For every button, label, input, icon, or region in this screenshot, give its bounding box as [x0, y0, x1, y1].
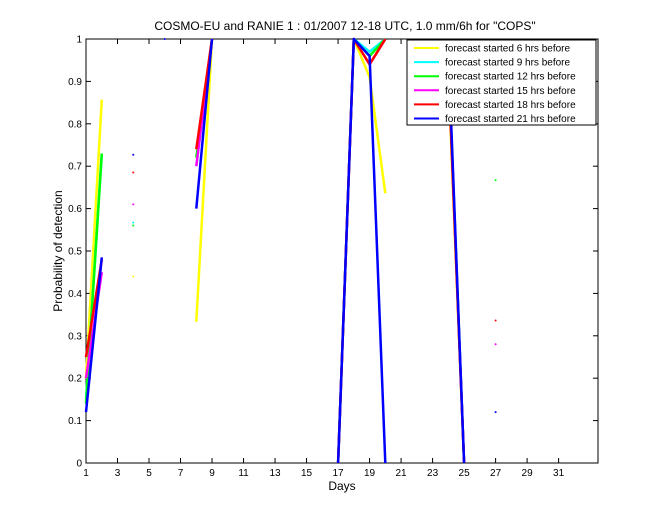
- data-point: [494, 411, 497, 414]
- legend-entry-label: forecast started 18 hrs before: [445, 100, 576, 111]
- data-point: [132, 224, 135, 227]
- y-tick-label: 0: [76, 459, 82, 470]
- data-point: [132, 203, 135, 206]
- x-tick-label: 31: [553, 468, 565, 479]
- y-axis-label: Probability of detection: [51, 190, 65, 311]
- x-tick-label: 7: [178, 468, 184, 479]
- x-tick-label: 21: [396, 468, 408, 479]
- x-tick-label: 1: [83, 468, 89, 479]
- x-tick-label: 9: [209, 468, 215, 479]
- data-point: [132, 221, 135, 224]
- y-tick-label: 0.1: [68, 416, 82, 427]
- y-tick-label: 0.3: [68, 331, 82, 342]
- legend-box: [406, 39, 597, 126]
- x-tick-label: 27: [490, 468, 502, 479]
- series-line: [84, 257, 104, 413]
- data-point: [494, 319, 497, 322]
- data-point: [163, 38, 166, 40]
- legend-entry-label: forecast started 15 hrs before: [445, 86, 576, 97]
- y-tick-label: 0.2: [68, 374, 82, 385]
- legend-entry-label: forecast started 9 hrs before: [445, 58, 571, 69]
- legend-entry-label: forecast started 21 hrs before: [445, 114, 576, 125]
- x-axis-label: Days: [328, 479, 355, 493]
- data-point: [494, 179, 497, 182]
- x-tick-label: 19: [364, 468, 376, 479]
- y-tick-label: 0.9: [68, 77, 82, 88]
- x-tick-label: 13: [269, 468, 281, 479]
- legend: forecast started 6 hrs before forecast st…: [406, 39, 597, 126]
- legend-entry-label: forecast started 6 hrs before: [445, 44, 571, 55]
- series-line: [84, 99, 104, 379]
- x-tick-label: 29: [522, 468, 534, 479]
- y-tick-label: 0.7: [68, 162, 82, 173]
- x-tick-label: 17: [332, 468, 344, 479]
- x-tick-label: 23: [427, 468, 439, 479]
- series-line: [195, 38, 214, 322]
- series-line: [336, 37, 387, 464]
- y-axis: 0 0.1 0.2 0.3 0.4 0.5 0.6 0.7 0.8 0.9 1: [68, 35, 598, 470]
- y-tick-label: 0.4: [68, 289, 82, 300]
- x-axis: 1 3 5 7 9 11 13 15 17 19 21 23 25 27 29 31: [83, 39, 565, 479]
- data-point: [132, 153, 135, 156]
- y-tick-label: 0.8: [68, 119, 82, 130]
- legend-entry-label: forecast started 12 hrs before: [445, 72, 576, 83]
- data-point: [494, 343, 497, 346]
- x-tick-label: 5: [146, 468, 152, 479]
- x-tick-label: 15: [301, 468, 313, 479]
- chart-title: COSMO-EU and RANIE 1 : 01/2007 12-18 UTC…: [154, 19, 535, 33]
- data-point: [132, 171, 135, 174]
- y-tick-label: 1: [76, 35, 82, 46]
- data-point: [132, 275, 135, 278]
- x-tick-label: 11: [238, 468, 249, 479]
- x-tick-label: 25: [459, 468, 471, 479]
- series-line: [195, 38, 214, 209]
- x-tick-label: 3: [115, 468, 121, 479]
- y-tick-label: 0.5: [68, 247, 82, 258]
- y-tick-label: 0.6: [68, 204, 82, 215]
